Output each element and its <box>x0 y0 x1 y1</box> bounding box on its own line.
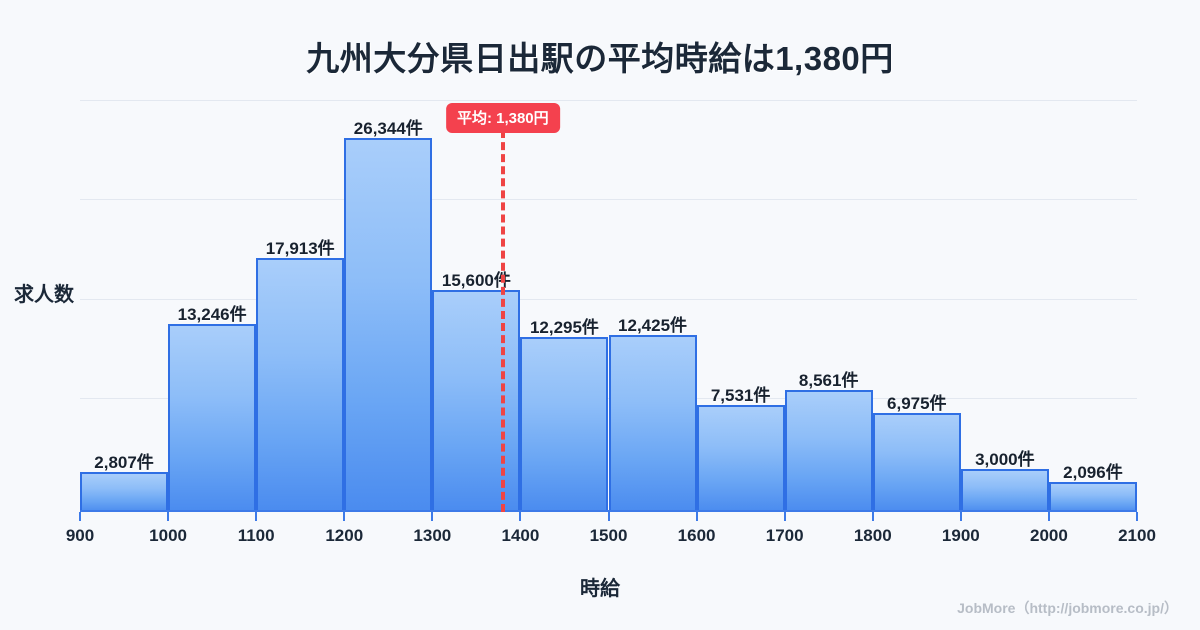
bar-value-label: 2,807件 <box>94 453 154 473</box>
bar-value-label: 26,344件 <box>353 118 423 138</box>
average-line <box>500 130 505 512</box>
x-axis-tick-label: 2000 <box>1029 526 1068 545</box>
x-axis-tick-mark <box>695 512 698 521</box>
x-axis-tick-mark <box>255 512 258 521</box>
x-axis-tick-mark <box>431 512 434 521</box>
x-axis-tick-label: 1900 <box>941 526 980 545</box>
histogram-bar <box>872 412 961 512</box>
histogram-bar <box>784 390 873 512</box>
x-axis-tick-label: 2100 <box>1118 526 1156 545</box>
gridline <box>80 100 1137 101</box>
bar-value-label: 7,531件 <box>710 386 771 405</box>
histogram-bar <box>168 323 257 512</box>
histogram-bar <box>80 472 169 512</box>
x-axis-tick-mark <box>343 512 346 521</box>
gridline <box>80 298 1137 300</box>
x-axis-tick-mark <box>1136 512 1138 521</box>
chart-title: 九州大分県日出駅の平均時給は1,380円 <box>306 40 894 77</box>
histogram-bar <box>696 405 785 512</box>
x-axis-tick-label: 1300 <box>413 526 452 545</box>
x-axis-tick-label: 1200 <box>325 526 364 545</box>
x-axis-tick-mark <box>519 512 522 521</box>
bars-layer <box>80 100 1137 512</box>
x-axis-tick-label: 1600 <box>677 526 716 545</box>
bar-value-label: 17,913件 <box>265 238 335 258</box>
x-axis-title: 時給 <box>580 578 620 600</box>
x-axis-tick-mark <box>607 512 610 521</box>
bar-value-label: 15,600件 <box>441 271 511 291</box>
bar-value-label: 3,000件 <box>975 450 1035 470</box>
bar-value-label: 12,425件 <box>618 316 688 336</box>
x-axis-tick-label: 1400 <box>501 526 540 545</box>
bar-value-label: 13,246件 <box>177 304 247 324</box>
x-axis-tick-mark <box>871 512 874 521</box>
bar-value-label: 12,295件 <box>529 318 599 338</box>
bar-value-label: 8,561件 <box>798 371 859 391</box>
watermark-credit: JobMore（http://jobmore.co.jp/） <box>957 600 1178 616</box>
histogram-bar <box>256 257 345 512</box>
histogram-bar <box>520 337 609 512</box>
x-axis-tick-mark <box>783 512 786 521</box>
gridline <box>80 199 1137 201</box>
histogram-bar <box>432 290 521 512</box>
y-axis-title: 求人数 <box>14 284 74 306</box>
x-axis-tick-label: 1000 <box>149 526 187 545</box>
x-axis-tick-mark <box>959 512 962 521</box>
x-axis-tick-mark <box>79 512 81 521</box>
x-axis-line <box>80 510 1137 512</box>
x-axis-tick-mark <box>167 512 170 521</box>
histogram-bar <box>960 469 1049 512</box>
histogram-bar <box>1048 482 1137 512</box>
x-axis-tick-label: 900 <box>65 526 95 545</box>
x-axis-tick-label: 1500 <box>589 526 628 545</box>
bar-value-label: 2,096件 <box>1063 463 1123 483</box>
histogram-bar <box>344 137 433 512</box>
average-badge: 平均: 1,380円 <box>445 103 560 133</box>
x-axis-tick-label: 1100 <box>237 526 275 545</box>
bar-value-label: 6,975件 <box>887 393 947 413</box>
histogram-bar <box>608 335 697 512</box>
x-axis-tick-mark <box>1047 512 1050 521</box>
plot-area <box>79 100 1138 521</box>
x-axis-tick-label: 1700 <box>765 526 804 545</box>
x-axis-tick-label: 1800 <box>853 526 892 545</box>
